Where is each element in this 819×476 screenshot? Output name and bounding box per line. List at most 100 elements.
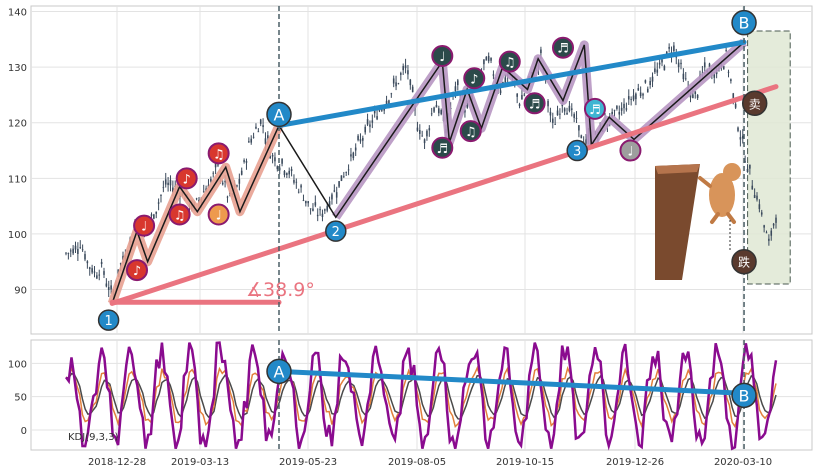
note-glyph: ♩ [216,208,222,223]
candle-body [668,46,670,49]
candle-body [172,187,174,193]
candle-body [264,138,267,144]
candle-body [518,104,521,106]
note-badge [431,45,454,68]
note-glyph: ♩ [627,145,633,160]
candle-body [340,175,343,181]
trend-lines [109,39,779,306]
candle-body [267,135,269,139]
candle-body [734,103,737,108]
candle-body [345,172,348,173]
candle-body [248,141,250,143]
note-badge [431,136,454,159]
candle-body [314,202,317,206]
candle-body [354,147,357,151]
y-tick-label: 100 [8,359,27,370]
candle-body [772,223,775,226]
candle-body [288,170,291,175]
candle-body [404,65,407,69]
candle-body [91,268,93,273]
dog-arm [698,176,712,188]
candle-body [350,154,352,157]
candle-body [635,93,637,100]
candle-body [770,230,773,236]
candle-body [271,155,274,157]
candle-body [732,93,735,98]
candle-body [321,213,324,218]
candle-body [210,178,212,182]
candle-body [169,179,172,186]
candle-body [255,126,257,129]
candle-body [290,169,293,172]
candle-body [319,209,321,211]
candle-body [426,130,428,137]
indicator-y-ticks: 0 50 100 [8,359,27,437]
candle-body [466,105,469,108]
candle-body [392,78,395,84]
candle-body [357,135,359,141]
note-badge [175,167,198,190]
x-tick-label: 2019-12-26 [606,457,664,468]
note-badge [126,259,148,282]
candle-body [160,195,162,196]
dog-leg [710,212,720,224]
note-glyph: ♫ [465,125,477,140]
candle-body [703,62,706,68]
candle-body [119,263,122,265]
candle-body [81,249,84,251]
price-panel: ♪ ♩ ♫ ♪ ♫ ♩ ♩ ♬ ♪ ♫ ♫ ♬ ♬ ♬ ♩ 卖跌 1 A 2 3 B 90 100 110 120 130 14… [8,5,813,335]
candle-body [490,57,492,61]
y-tick-label: 140 [8,8,27,19]
candle-body [300,185,302,188]
candle-body [388,100,390,105]
pattern-point-label: 3 [573,145,581,160]
candle-body [411,86,414,93]
candle-body [632,95,635,100]
pattern-point-label: A [274,105,285,124]
candle-body [324,209,326,211]
kdj-k-line [65,365,777,429]
pattern-point-label: B [739,14,750,33]
candle-body [67,253,70,254]
candle-body [245,161,248,163]
candle-body [464,110,466,113]
indicator-point-label: A [274,362,285,381]
note-badge [133,214,156,237]
candle-body [105,283,108,287]
note-glyph: ♬ [529,97,541,112]
candle-body [625,108,628,110]
candle-body [568,105,571,111]
candle-body [765,232,768,234]
candle-body [566,112,568,115]
candle-body [682,73,685,80]
candle-body [100,262,103,264]
candle-body [96,275,98,279]
candle-body [516,93,518,97]
candle-body [416,127,419,131]
trend-line [276,39,747,129]
candle-body [758,204,761,210]
x-tick-label: 2019-10-15 [496,457,554,468]
candle-body [93,271,96,273]
dog-body [709,173,735,217]
candle-body [673,45,675,52]
candle-body [281,158,283,164]
candle-body [692,94,694,99]
y-tick-label: 100 [8,230,27,241]
pattern-points: 1 A 2 3 B [97,9,757,331]
candle-body [585,139,587,144]
candle-body [88,267,91,270]
candle-body [238,179,241,184]
candle-body [400,73,402,75]
dog-leg [726,212,736,224]
candle-body [257,131,260,133]
note-badge [523,92,546,115]
x-tick-label: 2019-05-23 [279,457,337,468]
side-badge-glyph: 卖 [749,97,761,111]
candle-body [741,135,744,139]
candle-body [554,124,556,125]
candle-body [297,191,300,193]
candle-body [107,287,110,291]
candle-body [677,62,680,68]
candle-body [727,71,730,73]
